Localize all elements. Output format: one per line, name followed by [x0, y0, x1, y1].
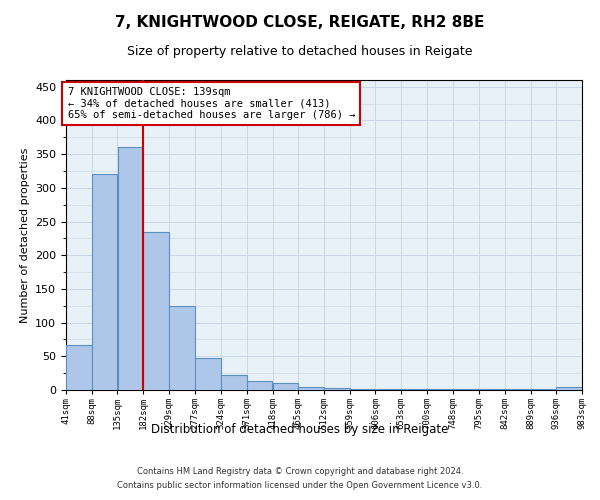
Text: 7 KNIGHTWOOD CLOSE: 139sqm
← 34% of detached houses are smaller (413)
65% of sem: 7 KNIGHTWOOD CLOSE: 139sqm ← 34% of deta… [68, 86, 355, 120]
Bar [143, 232, 169, 390]
Bar [247, 381, 272, 390]
Text: Distribution of detached houses by size in Reigate: Distribution of detached houses by size … [151, 422, 449, 436]
Bar [196, 358, 221, 390]
Bar [272, 384, 298, 390]
Text: Size of property relative to detached houses in Reigate: Size of property relative to detached ho… [127, 45, 473, 58]
Bar [324, 388, 350, 390]
Text: Contains public sector information licensed under the Open Government Licence v3: Contains public sector information licen… [118, 481, 482, 490]
Bar [298, 386, 324, 390]
Bar [169, 306, 194, 390]
Bar [92, 174, 118, 390]
Bar [66, 345, 92, 390]
Bar [556, 386, 582, 390]
Y-axis label: Number of detached properties: Number of detached properties [20, 148, 29, 322]
Text: 7, KNIGHTWOOD CLOSE, REIGATE, RH2 8BE: 7, KNIGHTWOOD CLOSE, REIGATE, RH2 8BE [115, 15, 485, 30]
Bar [118, 148, 143, 390]
Bar [221, 374, 247, 390]
Text: Contains HM Land Registry data © Crown copyright and database right 2024.: Contains HM Land Registry data © Crown c… [137, 468, 463, 476]
Bar [350, 388, 376, 390]
